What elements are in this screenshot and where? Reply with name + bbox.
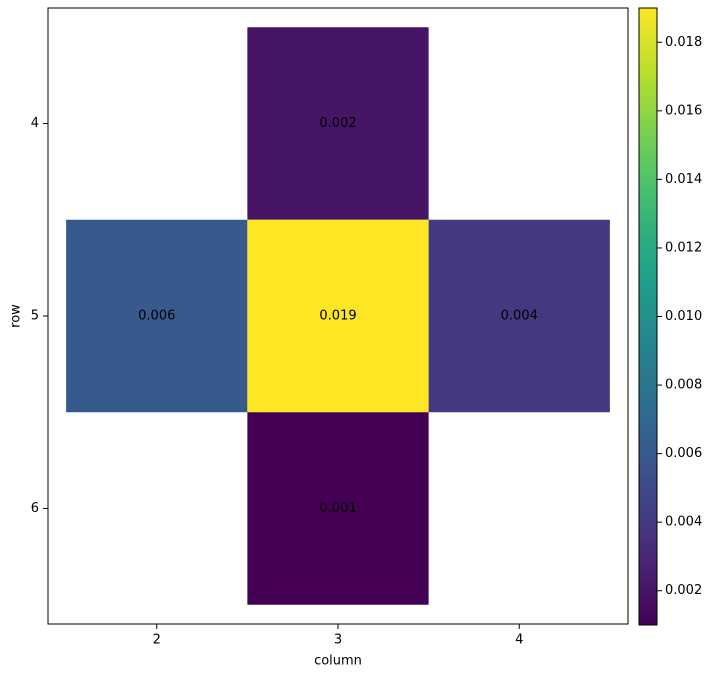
colorbar-tick-label: 0.008	[665, 378, 702, 393]
colorbar-tick-label: 0.012	[665, 240, 702, 255]
colorbar-tick-label: 0.014	[665, 172, 702, 187]
colorbar	[638, 7, 658, 626]
colorbar-tick-label: 0.016	[665, 103, 702, 118]
heatmap-cell	[428, 219, 610, 413]
cell-value-label: 0.004	[501, 309, 538, 324]
y-axis-label: row	[9, 304, 24, 328]
colorbar-tick-label: 0.010	[665, 309, 702, 324]
cell-value-label: 0.001	[319, 501, 356, 516]
cell-value-label: 0.019	[319, 309, 356, 324]
y-tick-label: 6	[31, 501, 39, 516]
colorbar-tick-label: 0.018	[665, 35, 702, 50]
cell-value-label: 0.006	[138, 309, 175, 324]
x-tick-label: 2	[153, 633, 161, 648]
heatmap-cell	[247, 412, 429, 605]
heatmap-cell	[247, 27, 429, 220]
x-tick-label: 3	[334, 633, 342, 648]
x-tick-label: 4	[515, 633, 523, 648]
y-tick-label: 4	[31, 116, 39, 131]
colorbar-tick-label: 0.002	[665, 583, 702, 598]
heatmap-cell	[247, 219, 429, 413]
x-axis-label: column	[314, 654, 362, 669]
cell-value-label: 0.002	[319, 116, 356, 131]
heatmap-cell	[66, 219, 248, 413]
colorbar-tick-label: 0.006	[665, 446, 702, 461]
colorbar-tick-label: 0.004	[665, 515, 702, 530]
y-tick-label: 5	[31, 309, 39, 324]
